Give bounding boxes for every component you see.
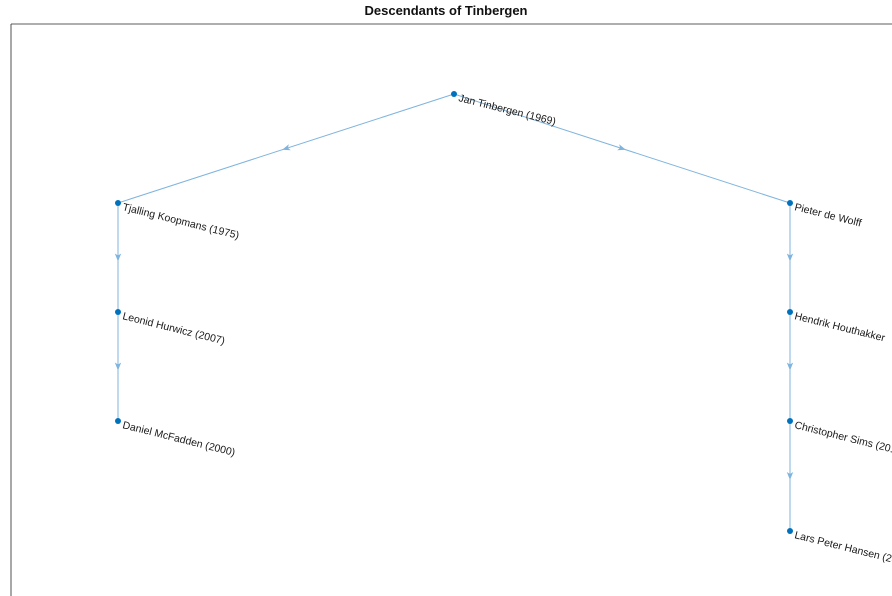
edge-houthakker-to-sims (786, 312, 794, 421)
edge-koopmans-to-hurwicz (114, 203, 122, 312)
edge-sims-to-hansen (786, 421, 794, 531)
edge-layer (114, 93, 794, 531)
node-label-mcfadden: Daniel McFadden (2000) (121, 419, 236, 459)
node-houthakker (787, 309, 793, 315)
node-layer (115, 91, 793, 534)
edge-tinbergen-to-koopmans (117, 93, 455, 204)
edge-arrow-icon (786, 472, 794, 480)
node-label-hansen: Lars Peter Hansen (2013) (793, 529, 892, 570)
node-hurwicz (115, 309, 121, 315)
edge-arrow-icon (786, 253, 794, 262)
edge-arrow-icon (786, 362, 794, 371)
node-label-houthakker: Hendrik Houthakker (793, 310, 886, 344)
axes-box (10, 23, 892, 596)
node-mcfadden (115, 418, 121, 424)
edge-arrow-icon (114, 362, 122, 371)
edge-arrow-icon (282, 144, 291, 151)
edge-arrow-icon (114, 253, 122, 262)
edge-dewolff-to-houthakker (786, 203, 794, 312)
node-label-hurwicz: Leonid Hurwicz (2007) (121, 310, 226, 347)
node-label-dewolff: Pieter de Wolff (793, 201, 862, 229)
node-sims (787, 418, 793, 424)
edge-arrow-icon (617, 144, 626, 151)
node-dewolff (787, 200, 793, 206)
node-hansen (787, 528, 793, 534)
node-label-tinbergen: Jan Tinbergen (1969) (457, 92, 557, 128)
node-koopmans (115, 200, 121, 206)
node-label-koopmans: Tjalling Koopmans (1975) (121, 201, 240, 242)
edge-hurwicz-to-mcfadden (114, 312, 122, 421)
edge-tinbergen-to-dewolff (453, 93, 791, 204)
node-tinbergen (451, 91, 457, 97)
plot-title: Descendants of Tinbergen (364, 3, 528, 18)
node-label-sims: Christopher Sims (2011) (793, 419, 892, 458)
